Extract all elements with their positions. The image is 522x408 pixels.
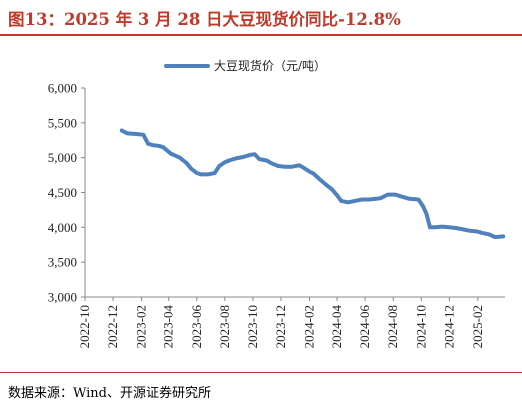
legend: 大豆现货价（元/吨） <box>164 58 326 73</box>
x-tick-label: 2022-12 <box>105 305 120 348</box>
y-axis-ticks: 3,000 3,500 4,000 4,500 5,000 5,500 6,000 <box>48 81 85 305</box>
y-tick-label: 5,000 <box>48 150 77 165</box>
x-tick-label: 2024-08 <box>385 305 400 348</box>
x-tick-label: 2023-06 <box>189 305 204 349</box>
x-tick-label: 2024-02 <box>301 305 316 348</box>
x-tick-label: 2024-06 <box>357 305 372 349</box>
x-tick-label: 2024-12 <box>441 305 456 348</box>
x-tick-label: 2023-08 <box>217 305 232 348</box>
x-tick-label: 2023-02 <box>134 305 149 348</box>
x-tick-label: 2024-10 <box>413 305 428 348</box>
x-tick-label: 2024-04 <box>329 305 344 349</box>
x-tick-label: 2022-10 <box>77 305 92 348</box>
line-chart: 大豆现货价（元/吨） 3,000 3,500 4,000 4,500 5,000 5,50… <box>48 58 506 348</box>
source-note: 数据来源：Wind、开源证券研究所 <box>8 386 211 401</box>
axes <box>84 88 505 298</box>
y-tick-label: 3,500 <box>48 255 77 270</box>
x-axis-ticks: 2022-10 2022-12 2023-02 2023-04 2023-06 2023-… <box>77 297 485 348</box>
y-tick-label: 3,000 <box>48 290 77 305</box>
x-tick-label: 2025-02 <box>470 305 485 348</box>
y-tick-label: 4,500 <box>48 185 77 200</box>
series-line-soybean-price <box>119 128 506 240</box>
y-tick-label: 6,000 <box>48 81 77 96</box>
title-divider <box>0 34 522 36</box>
legend-label: 大豆现货价（元/吨） <box>214 58 326 73</box>
source-divider <box>0 372 522 373</box>
y-tick-label: 4,000 <box>48 220 77 235</box>
x-tick-label: 2023-12 <box>273 305 288 348</box>
x-tick-label: 2023-04 <box>161 305 176 349</box>
y-tick-label: 5,500 <box>48 115 77 130</box>
figure-title: 图13：2025 年 3 月 28 日大豆现货价同比-12.8% <box>8 10 401 29</box>
x-tick-label: 2023-10 <box>245 305 260 348</box>
